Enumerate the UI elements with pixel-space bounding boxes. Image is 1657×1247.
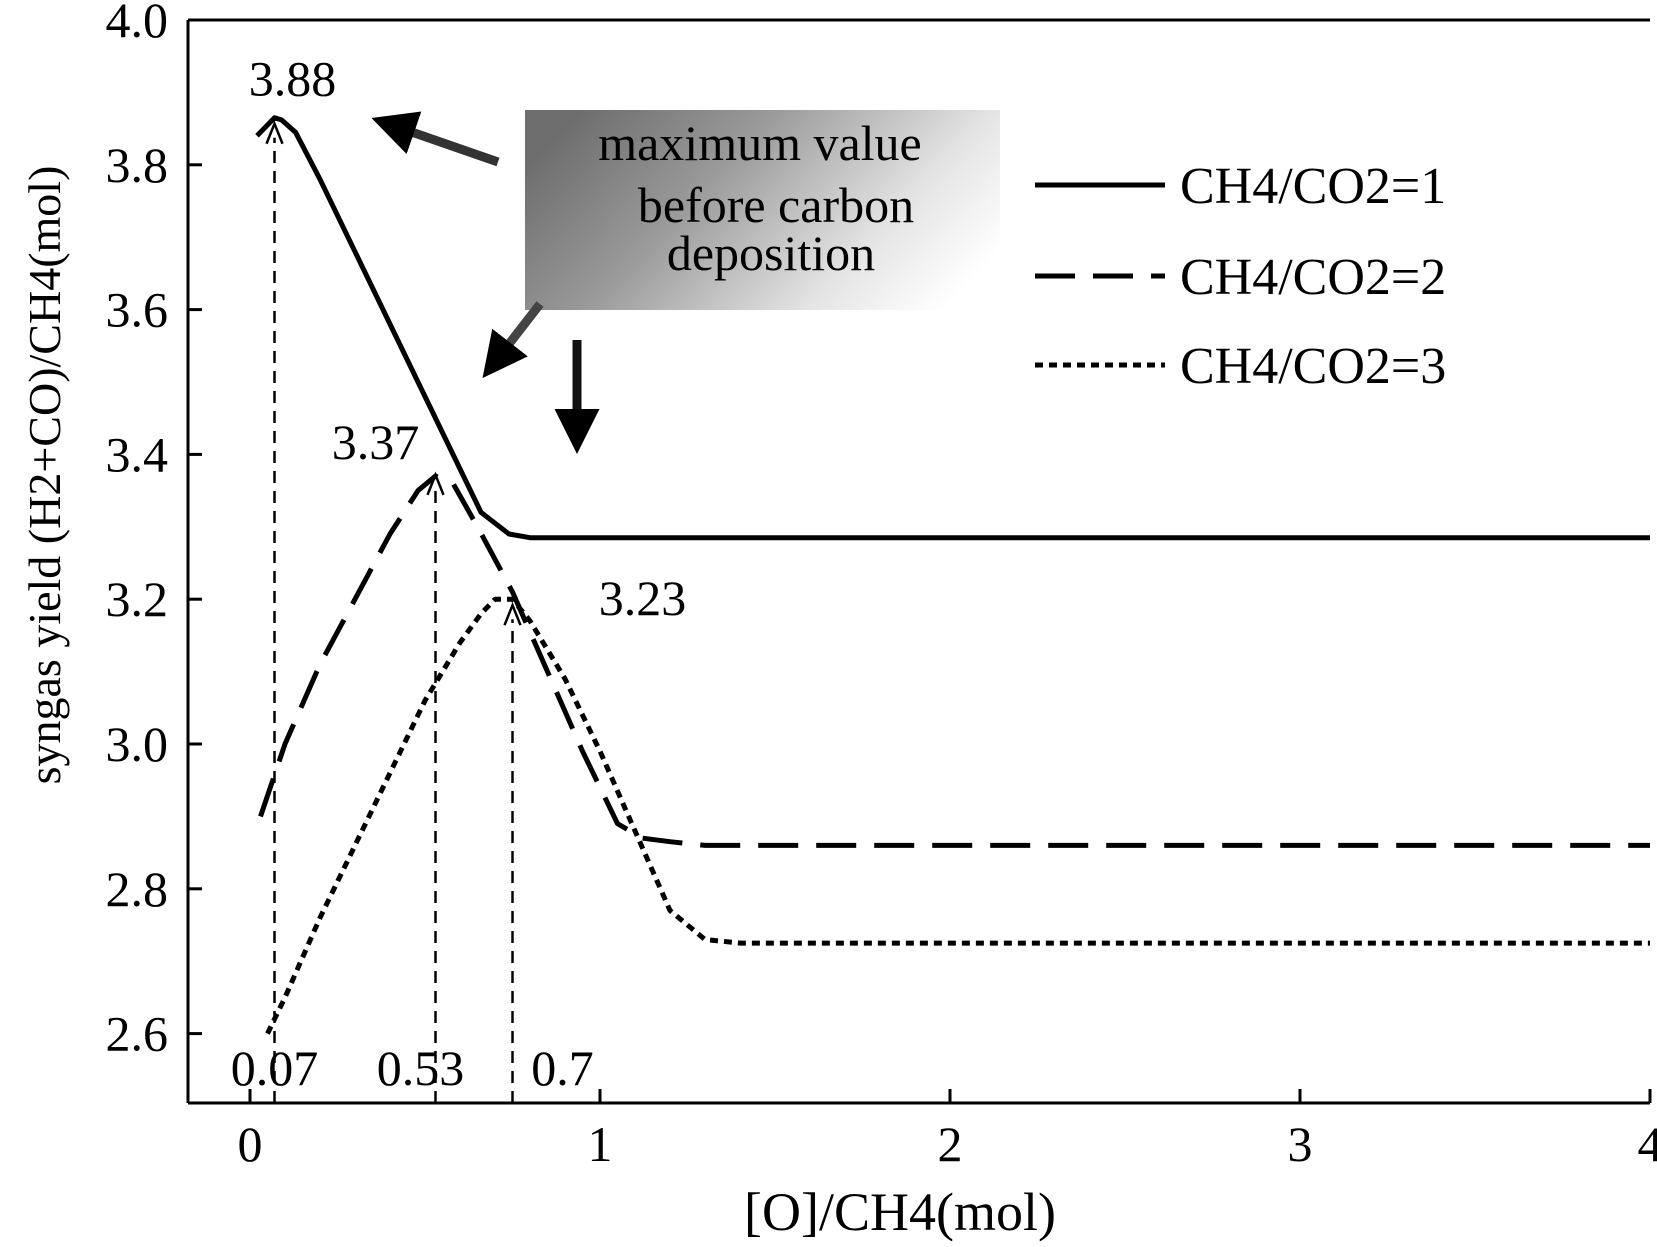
peak-labels: 3.88 0.07 3.37 0.53 3.23 0.7 xyxy=(231,51,687,1096)
series-lines xyxy=(255,115,1650,1035)
callout-line-2: before carbon xyxy=(638,177,914,233)
y-tick-label-4: 3.4 xyxy=(106,426,169,482)
x-tick-label-4: 4 xyxy=(1638,1116,1657,1172)
series-line-1 xyxy=(255,115,1650,541)
legend-label-1: CH4/CO2=1 xyxy=(1180,158,1446,215)
plot-frame xyxy=(186,18,1650,1105)
axis-ticks xyxy=(188,18,1652,1103)
peak-x-label-1: 0.07 xyxy=(231,1040,319,1096)
legend-item-1: CH4/CO2=1 xyxy=(1035,158,1446,215)
y-axis-title: syngas yield (H2+CO)/CH4(mol) xyxy=(19,166,70,785)
series-line-3 xyxy=(265,596,1650,1035)
tick-labels: 0 1 2 3 4 2.6 2.8 3.0 3.2 3.4 3.6 3.8 4.0 xyxy=(106,0,1657,1172)
callout-arrow-2 xyxy=(482,301,544,379)
peak-value-label-3: 3.23 xyxy=(599,570,687,626)
x-axis-title: [O]/CH4(mol) xyxy=(744,1182,1056,1242)
legend-item-3: CH4/CO2=3 xyxy=(1035,338,1446,395)
y-tick-label-0: 2.6 xyxy=(106,1006,169,1062)
legend: CH4/CO2=1 CH4/CO2=2 CH4/CO2=3 xyxy=(1035,158,1446,395)
callout-line-3: deposition xyxy=(667,225,875,281)
callout-line-1: maximum value xyxy=(598,115,922,171)
guide-arrow-3 xyxy=(503,601,522,626)
peak-x-label-2: 0.53 xyxy=(377,1040,465,1096)
y-tick-label-1: 2.8 xyxy=(106,861,169,917)
callout: maximum value before carbon deposition xyxy=(371,110,1000,454)
legend-label-3: CH4/CO2=3 xyxy=(1180,338,1446,395)
callout-box xyxy=(525,110,1000,310)
y-tick-label-3: 3.2 xyxy=(106,571,169,627)
x-tick-label-2: 2 xyxy=(938,1116,963,1172)
x-tick-label-3: 3 xyxy=(1288,1116,1313,1172)
callout-arrow-1 xyxy=(371,111,500,167)
peak-x-label-3: 0.7 xyxy=(531,1040,594,1096)
legend-item-2: CH4/CO2=2 xyxy=(1035,249,1446,306)
y-tick-label-6: 3.8 xyxy=(106,137,169,193)
peak-guides xyxy=(265,120,522,1103)
x-tick-label-1: 1 xyxy=(588,1116,613,1172)
y-tick-label-7: 4.0 xyxy=(106,0,169,48)
guide-arrow-1 xyxy=(265,120,284,145)
legend-label-2: CH4/CO2=2 xyxy=(1180,249,1446,306)
peak-value-label-2: 3.37 xyxy=(332,414,420,470)
peak-value-label-1: 3.88 xyxy=(249,51,337,107)
y-tick-label-2: 3.0 xyxy=(106,716,169,772)
y-tick-label-5: 3.6 xyxy=(106,282,169,338)
x-tick-label-0: 0 xyxy=(238,1116,263,1172)
series-line-2 xyxy=(258,473,1650,848)
